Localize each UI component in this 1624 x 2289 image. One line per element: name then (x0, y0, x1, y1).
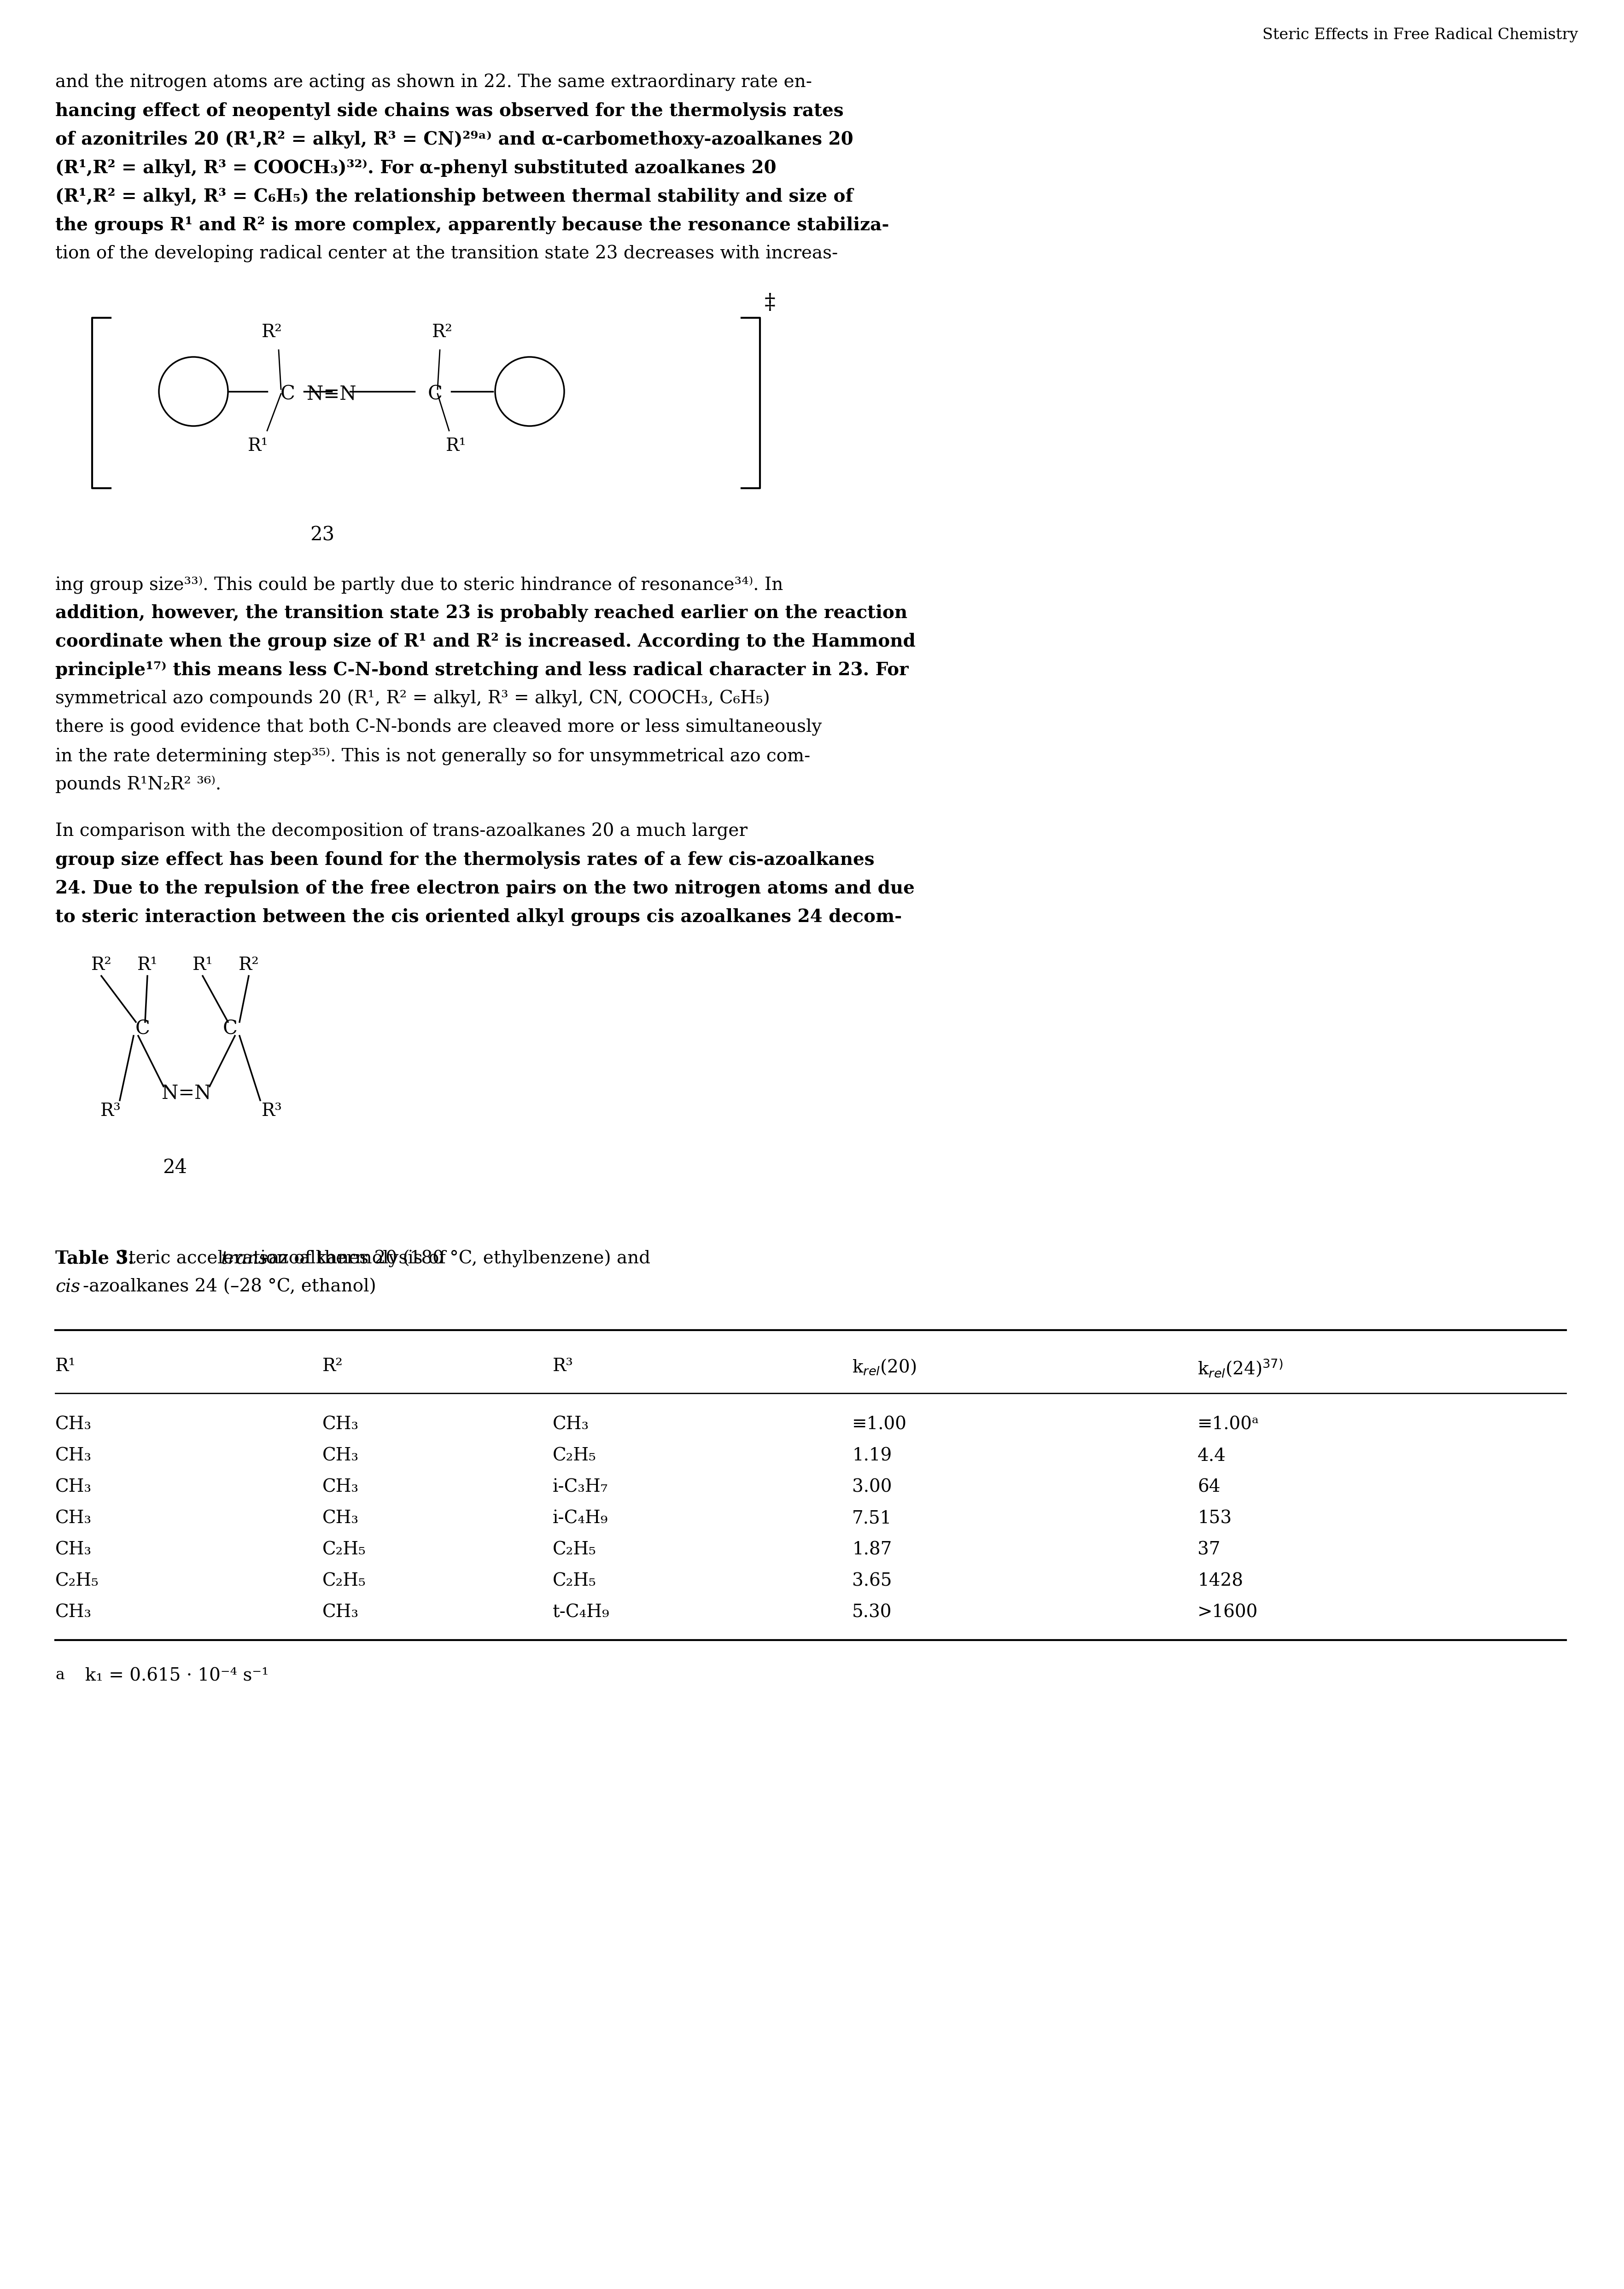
Text: -azoalkanes 24 (–28 °C, ethanol): -azoalkanes 24 (–28 °C, ethanol) (83, 1280, 377, 1296)
Text: to steric interaction between the cis oriented alkyl groups cis azoalkanes 24 de: to steric interaction between the cis or… (55, 909, 901, 927)
Text: CH₃: CH₃ (55, 1447, 91, 1465)
Text: k$_{rel}$(24)$^{37)}$: k$_{rel}$(24)$^{37)}$ (1197, 1357, 1283, 1378)
Text: CH₃: CH₃ (55, 1479, 91, 1497)
Text: in the rate determining step³⁵⁾. This is not generally so for unsymmetrical azo : in the rate determining step³⁵⁾. This is… (55, 746, 810, 765)
Text: R¹: R¹ (136, 957, 158, 973)
Text: a: a (55, 1669, 65, 1682)
Text: ‡: ‡ (765, 293, 776, 314)
Text: C₂H₅: C₂H₅ (552, 1573, 596, 1591)
Text: CH₃: CH₃ (323, 1511, 359, 1527)
Text: N≡N: N≡N (307, 385, 356, 403)
Text: Table 3.: Table 3. (55, 1250, 135, 1268)
Text: CH₃: CH₃ (55, 1417, 91, 1433)
Text: R²: R² (91, 957, 112, 973)
Text: 1.19: 1.19 (853, 1447, 892, 1465)
Text: k₁ = 0.615 · 10⁻⁴ s⁻¹: k₁ = 0.615 · 10⁻⁴ s⁻¹ (73, 1669, 270, 1685)
Text: R²: R² (432, 323, 453, 341)
Text: In comparison with the decomposition of trans-azoalkanes 20 a much larger: In comparison with the decomposition of … (55, 822, 747, 840)
Text: CH₃: CH₃ (55, 1605, 91, 1621)
Text: 23: 23 (310, 524, 335, 545)
Text: group size effect has been found for the thermolysis rates of a few cis-azoalkan: group size effect has been found for the… (55, 852, 874, 870)
Text: C₂H₅: C₂H₅ (552, 1540, 596, 1559)
Text: CH₃: CH₃ (55, 1540, 91, 1559)
Text: symmetrical azo compounds 20 (R¹, R² = alkyl, R³ = alkyl, CN, COOCH₃, C₆H₅): symmetrical azo compounds 20 (R¹, R² = a… (55, 689, 770, 707)
Text: i-C₄H₉: i-C₄H₉ (552, 1511, 607, 1527)
Text: CH₃: CH₃ (323, 1605, 359, 1621)
Text: >1600: >1600 (1197, 1605, 1259, 1621)
Text: i-C₃H₇: i-C₃H₇ (552, 1479, 607, 1497)
Text: N=N: N=N (162, 1083, 211, 1103)
Text: R¹: R¹ (445, 437, 466, 456)
Text: 1428: 1428 (1197, 1573, 1242, 1591)
Text: R³: R³ (261, 1103, 283, 1119)
Text: 24. Due to the repulsion of the free electron pairs on the two nitrogen atoms an: 24. Due to the repulsion of the free ele… (55, 879, 914, 897)
Text: hancing effect of neopentyl side chains was observed for the thermolysis rates: hancing effect of neopentyl side chains … (55, 103, 843, 119)
Text: 24: 24 (162, 1158, 187, 1177)
Text: ≡1.00ᵃ: ≡1.00ᵃ (1197, 1417, 1259, 1433)
Text: C₂H₅: C₂H₅ (323, 1540, 365, 1559)
Text: R¹: R¹ (247, 437, 268, 456)
Text: trans: trans (221, 1250, 268, 1268)
Text: CH₃: CH₃ (552, 1417, 590, 1433)
Text: ≡1.00: ≡1.00 (853, 1417, 906, 1433)
Text: the groups R¹ and R² is more complex, apparently because the resonance stabiliza: the groups R¹ and R² is more complex, ap… (55, 217, 890, 233)
Text: R²: R² (239, 957, 260, 973)
Text: CH₃: CH₃ (323, 1417, 359, 1433)
Text: pounds R¹N₂R² ³⁶⁾.: pounds R¹N₂R² ³⁶⁾. (55, 776, 221, 792)
Text: -azoalkanes 20 (180 °C, ethylbenzene) and: -azoalkanes 20 (180 °C, ethylbenzene) an… (263, 1250, 650, 1268)
Text: coordinate when the group size of R¹ and R² is increased. According to the Hammo: coordinate when the group size of R¹ and… (55, 632, 916, 650)
Text: CH₃: CH₃ (323, 1447, 359, 1465)
Text: addition, however, the transition state 23 is probably reached earlier on the re: addition, however, the transition state … (55, 604, 908, 623)
Text: C: C (222, 1019, 237, 1039)
Text: 64: 64 (1197, 1479, 1220, 1497)
Text: C: C (135, 1019, 149, 1039)
Text: Steric acceleration of thermolysis of: Steric acceleration of thermolysis of (110, 1250, 451, 1268)
Text: C: C (427, 385, 443, 403)
Text: C₂H₅: C₂H₅ (323, 1573, 365, 1591)
Text: R¹: R¹ (55, 1357, 76, 1376)
Text: R³: R³ (101, 1103, 120, 1119)
Text: tion of the developing radical center at the transition state 23 decreases with : tion of the developing radical center at… (55, 245, 838, 263)
Text: there is good evidence that both C-N-bonds are cleaved more or less simultaneous: there is good evidence that both C-N-bon… (55, 719, 822, 737)
Text: R²: R² (323, 1357, 343, 1376)
Text: R¹: R¹ (192, 957, 213, 973)
Text: 3.65: 3.65 (853, 1573, 892, 1591)
Text: R²: R² (261, 323, 283, 341)
Text: CH₃: CH₃ (323, 1479, 359, 1497)
Text: 5.30: 5.30 (853, 1605, 892, 1621)
Text: t-C₄H₉: t-C₄H₉ (552, 1605, 609, 1621)
Text: ing group size³³⁾. This could be partly due to steric hindrance of resonance³⁴⁾.: ing group size³³⁾. This could be partly … (55, 577, 783, 593)
Text: C: C (281, 385, 296, 403)
Text: of azonitriles 20 (R¹,R² = alkyl, R³ = CN)²⁹ᵃ⁾ and α-carbomethoxy-azoalkanes 20: of azonitriles 20 (R¹,R² = alkyl, R³ = C… (55, 130, 853, 149)
Text: 7.51: 7.51 (853, 1511, 892, 1527)
Text: 4.4: 4.4 (1197, 1447, 1226, 1465)
Text: 3.00: 3.00 (853, 1479, 892, 1497)
Text: 37: 37 (1197, 1540, 1220, 1559)
Text: cis: cis (55, 1280, 80, 1296)
Text: Steric Effects in Free Radical Chemistry: Steric Effects in Free Radical Chemistry (1262, 27, 1579, 43)
Text: CH₃: CH₃ (55, 1511, 91, 1527)
Text: (R¹,R² = alkyl, R³ = C₆H₅) the relationship between thermal stability and size o: (R¹,R² = alkyl, R³ = C₆H₅) the relations… (55, 188, 853, 206)
Text: k$_{rel}$(20): k$_{rel}$(20) (853, 1357, 916, 1376)
Text: 1.87: 1.87 (853, 1540, 892, 1559)
Text: 153: 153 (1197, 1511, 1231, 1527)
Text: and the nitrogen atoms are acting as shown in 22. The same extraordinary rate en: and the nitrogen atoms are acting as sho… (55, 73, 812, 92)
Text: C₂H₅: C₂H₅ (55, 1573, 99, 1591)
Text: R³: R³ (552, 1357, 573, 1376)
Text: principle¹⁷⁾ this means less C-N-bond stretching and less radical character in 2: principle¹⁷⁾ this means less C-N-bond st… (55, 662, 908, 680)
Text: C₂H₅: C₂H₅ (552, 1447, 596, 1465)
Text: (R¹,R² = alkyl, R³ = COOCH₃)³²⁾. For α-phenyl substituted azoalkanes 20: (R¹,R² = alkyl, R³ = COOCH₃)³²⁾. For α-p… (55, 160, 776, 176)
